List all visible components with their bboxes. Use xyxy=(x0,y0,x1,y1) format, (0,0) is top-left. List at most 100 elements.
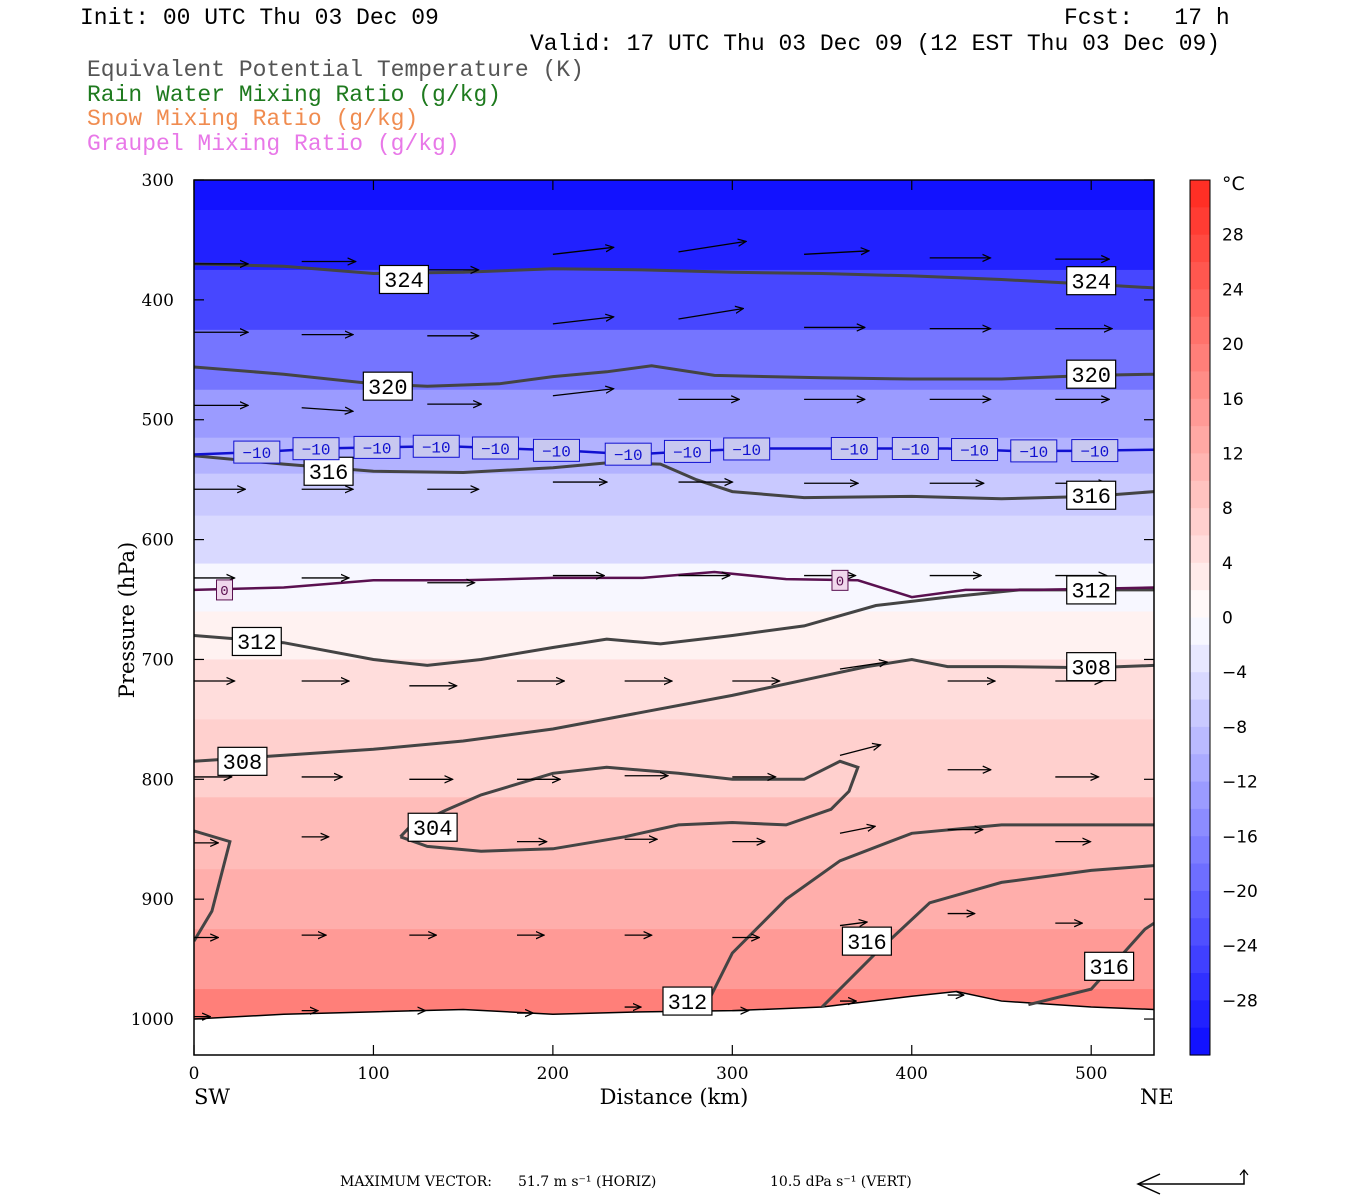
temp-band xyxy=(194,389,1154,439)
theta-e-label: 312 xyxy=(1071,580,1111,605)
valid-time: Valid: 17 UTC Thu 03 Dec 09 (12 EST Thu … xyxy=(530,31,1221,57)
minus10-label: −10 xyxy=(732,442,761,460)
theta-e-label-box xyxy=(662,986,713,1016)
zero-label-box xyxy=(831,569,849,591)
colorbar-cell xyxy=(1190,726,1210,755)
minus10-label: −10 xyxy=(542,443,571,461)
colorbar-cell xyxy=(1190,781,1210,810)
temp-band xyxy=(194,473,1154,517)
contour-labels: 324 324 320 320 316 316 312 312 308 308 304 312 316 3… xyxy=(216,264,1135,1016)
colorbar-cell xyxy=(1190,617,1210,646)
colorbar-cell xyxy=(1190,836,1210,865)
theta-e-contour xyxy=(194,657,1154,763)
colorbar-cell xyxy=(1190,863,1210,892)
minus10-label: −10 xyxy=(481,441,510,459)
theta-e-contour xyxy=(399,759,860,853)
theta-e-label-box xyxy=(378,264,430,295)
colorbar-cell xyxy=(1190,890,1210,919)
zero-label: 0 xyxy=(836,574,844,590)
theta-e-label-box xyxy=(1066,266,1117,296)
wind-vector xyxy=(839,826,875,834)
minus10-label: −10 xyxy=(302,442,331,460)
colorbar-cell xyxy=(1190,508,1210,537)
theta-e-label: 320 xyxy=(368,376,408,401)
temp-band xyxy=(194,180,1154,211)
theta-e-contour xyxy=(194,588,1154,667)
y-tick-label: 800 xyxy=(142,770,174,790)
max-vector-horiz: 51.7 m s⁻¹ (HORIZ) xyxy=(518,1174,657,1190)
colorbar-cell xyxy=(1190,426,1210,455)
colorbar-tick-label: 20 xyxy=(1222,335,1244,355)
x-axis-label: Distance (km) xyxy=(600,1085,749,1109)
theta-e-label-box xyxy=(1066,575,1117,605)
minus10-label: −10 xyxy=(901,441,930,459)
colorbar-cell xyxy=(1190,535,1210,564)
x-tick-label: 100 xyxy=(357,1064,389,1084)
minus10-label: −10 xyxy=(840,441,869,459)
theta-e-label: 312 xyxy=(668,991,708,1016)
theta-e-label: 324 xyxy=(1071,270,1111,295)
temp-band xyxy=(194,719,1154,798)
theta-e-contour xyxy=(194,262,1154,290)
colorbar-cell xyxy=(1190,344,1210,373)
colorbar-cell xyxy=(1190,590,1210,619)
colorbar-cell xyxy=(1190,1027,1210,1056)
x-left-direction: SW xyxy=(194,1085,230,1109)
minus10-label-box xyxy=(471,436,519,460)
y-tick-label: 1000 xyxy=(131,1010,174,1030)
theta-e-label: 316 xyxy=(847,931,887,956)
theta-e-label: 324 xyxy=(384,269,424,294)
theta-e-label: 316 xyxy=(1071,485,1111,510)
minus10-label: −10 xyxy=(673,444,702,462)
max-vector-vert: 10.5 dPa s⁻¹ (VERT) xyxy=(770,1174,912,1190)
theta-e-label: 320 xyxy=(1071,364,1111,389)
theta-e-label-box xyxy=(362,371,413,401)
minus10-label-box xyxy=(891,436,939,460)
wind-vector xyxy=(552,247,614,255)
colorbar-cell xyxy=(1190,808,1210,837)
zero-label-box xyxy=(216,579,234,601)
minus10-label-box xyxy=(353,435,401,459)
colorbar-tick-label: 0 xyxy=(1222,609,1233,629)
max-vector-label: MAXIMUM VECTOR: xyxy=(340,1174,492,1190)
theta-e-label-box xyxy=(1084,951,1135,981)
temp-band xyxy=(194,659,1154,720)
colorbar-tick-label: −20 xyxy=(1222,882,1258,902)
colorbar-cell xyxy=(1190,672,1210,701)
wind-vector xyxy=(804,251,869,255)
y-tick-label: 700 xyxy=(142,650,174,670)
y-tick-label: 900 xyxy=(142,890,174,910)
legend-theta-e: Equivalent Potential Temperature (K) xyxy=(87,57,584,83)
wind-vector xyxy=(552,317,614,325)
colorbar-tick-label: −12 xyxy=(1222,773,1258,793)
colorbar-cell xyxy=(1190,1000,1210,1029)
colorbar-tick-label: 28 xyxy=(1222,226,1244,246)
x-tick-label: 500 xyxy=(1075,1064,1107,1084)
minus10-label-box xyxy=(1010,439,1058,463)
forecast-hour: Fcst: 17 h xyxy=(1064,5,1230,31)
minus10-label: −10 xyxy=(1019,444,1048,462)
colorbar-unit: °C xyxy=(1222,173,1245,195)
x-tick-label: 400 xyxy=(896,1064,928,1084)
colorbar-tick-label: −24 xyxy=(1222,937,1258,957)
colorbar-frame xyxy=(1189,179,1211,1056)
y-tick-label: 600 xyxy=(142,531,174,551)
minus10-label: −10 xyxy=(614,447,643,465)
reference-vector-icon xyxy=(1136,1169,1249,1195)
minus10-label-box xyxy=(663,439,711,463)
minus10-label-box xyxy=(532,438,580,462)
minus10-label-box xyxy=(723,437,771,461)
minus10-label-box xyxy=(233,440,281,464)
legend-rain: Rain Water Mixing Ratio (g/kg) xyxy=(87,82,502,108)
wind-vector xyxy=(839,922,867,926)
temp-band xyxy=(194,563,1154,613)
colorbar-cell xyxy=(1190,453,1210,482)
colorbar-cell xyxy=(1190,398,1210,427)
theta-e-label: 316 xyxy=(1089,956,1129,981)
colorbar-tick-label: 4 xyxy=(1222,554,1233,574)
minus10-label: −10 xyxy=(960,443,989,461)
minus10-label: −10 xyxy=(363,440,392,458)
temp-band xyxy=(194,797,1154,870)
init-time: Init: 00 UTC Thu 03 Dec 09 xyxy=(80,5,439,31)
